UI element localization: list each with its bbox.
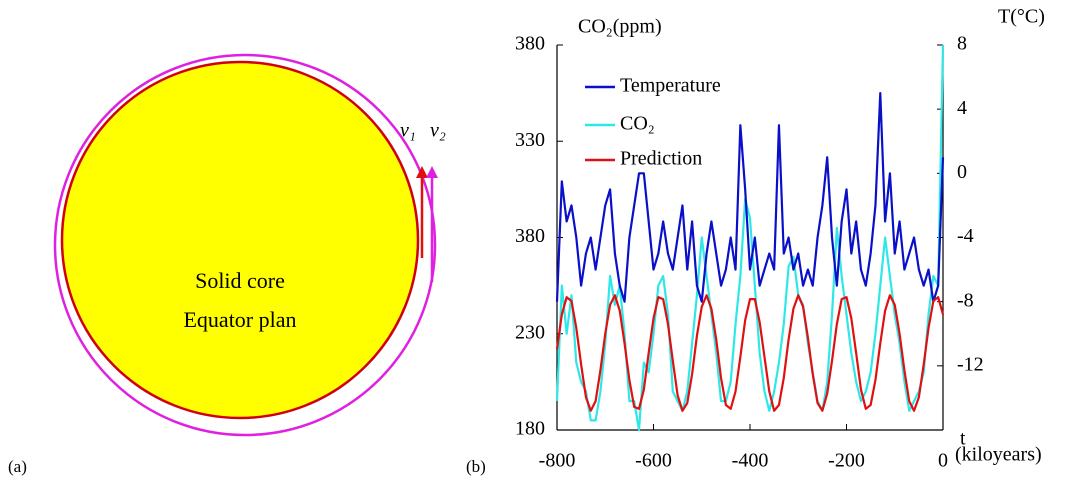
arrow-head xyxy=(416,166,428,178)
x-tick-label: -600 xyxy=(635,450,672,472)
y-tick-label: 230 xyxy=(515,321,545,343)
y-tick-label: 380 xyxy=(515,33,545,55)
y-tick-label: 380 xyxy=(515,225,545,247)
series-line xyxy=(555,92,945,303)
legend-label: Prediction xyxy=(620,148,702,170)
y2-tick-label: 0 xyxy=(957,161,967,183)
x-tick-label: -800 xyxy=(539,450,576,472)
y2-tick-label: 8 xyxy=(957,33,967,55)
x-axis-title: t xyxy=(960,428,966,450)
solid-core xyxy=(60,60,420,420)
y-tick-label: 180 xyxy=(515,418,545,440)
arrow-head xyxy=(426,166,438,178)
y-tick-label: 330 xyxy=(515,129,545,151)
series-line xyxy=(555,294,945,412)
core-text: Solid core xyxy=(195,268,285,293)
series-line xyxy=(555,44,945,432)
outer-orbit xyxy=(53,53,437,437)
y-axis-title: CO₂(ppm) xyxy=(578,16,662,38)
x-tick-label: 0 xyxy=(938,450,948,472)
y2-axis-title: T(°C) xyxy=(998,6,1045,28)
x-tick-label: -200 xyxy=(828,450,865,472)
legend-label: Temperature xyxy=(620,75,721,97)
x-tick-label: -400 xyxy=(732,450,769,472)
panel-label: (a) xyxy=(8,457,27,476)
legend-label: CO₂ xyxy=(620,113,655,135)
panel-label: (b) xyxy=(466,457,486,476)
y2-tick-label: 4 xyxy=(957,97,967,119)
velocity-label: v₂ xyxy=(430,120,446,142)
x-axis-unit: (kiloyears) xyxy=(955,444,1042,466)
panel-a: v₁ v₂ Solid core Equator plan (a) xyxy=(8,53,446,476)
y2-tick-label: -4 xyxy=(957,225,974,247)
core-text: Equator plan xyxy=(183,307,296,332)
y2-tick-label: -12 xyxy=(957,353,984,375)
y2-tick-label: -8 xyxy=(957,289,974,311)
chart: 380 330 380 230 180 8 4 0 -4 -8 -12 -800 -600 -400 -20… xyxy=(515,6,1045,472)
velocity-label: v₁ xyxy=(400,120,416,142)
